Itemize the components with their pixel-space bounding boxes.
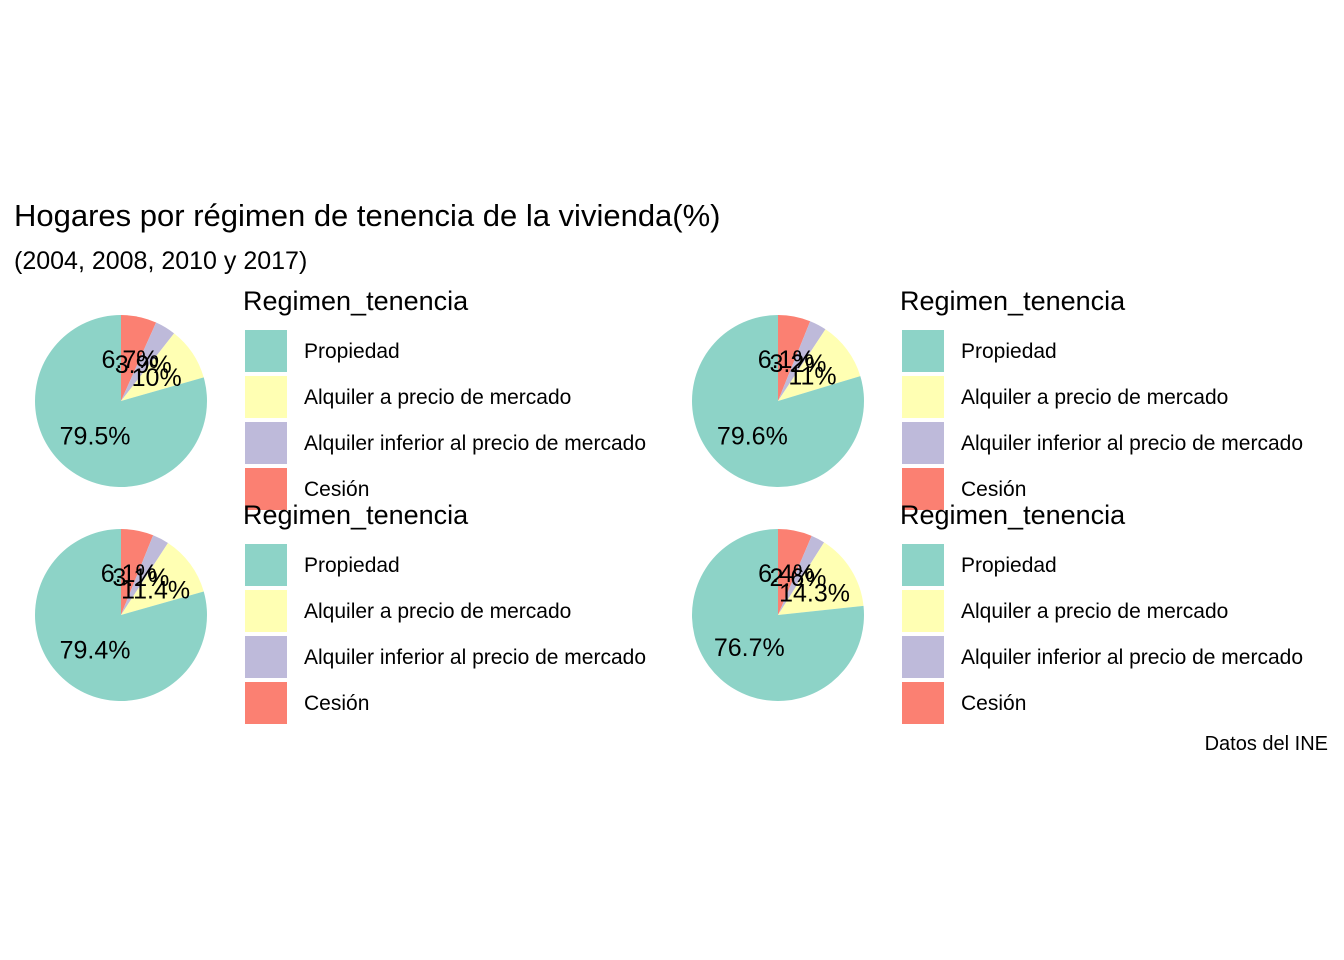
pie-slice-label: 6.4%: [758, 560, 815, 588]
pie-slice-label: 79.4%: [60, 636, 131, 664]
legend-title: Regimen_tenencia: [243, 286, 469, 316]
legend-key-swatch: [902, 590, 944, 632]
pie-slice-cesi-n: [778, 315, 811, 401]
legend-item: Cesión: [900, 682, 1340, 724]
pie-slice-alquiler-inferior-al-precio-de-mercado: [121, 322, 175, 401]
pie-slice-alquiler-a-precio-de-mercado: [778, 542, 864, 615]
legend-title: Regimen_tenencia: [243, 500, 469, 530]
pie-slice-label: 10%: [132, 364, 182, 392]
pie-slice-cesi-n: [121, 529, 154, 615]
legend-item: Cesión: [243, 682, 683, 724]
legend-label: Alquiler inferior al precio de mercado: [304, 646, 646, 669]
pie-chart-1: 6.7%3.9%10% 79.5%: [35, 315, 208, 487]
pie-chart-3: 6.1%3.1%11.4% 79.4%: [34, 529, 207, 701]
legend-key-swatch: [902, 682, 944, 724]
legend-key-swatch: [245, 636, 287, 678]
legend-item: Alquiler a precio de mercado: [900, 376, 1340, 418]
legend-item: Alquiler inferior al precio de mercado: [243, 636, 683, 678]
pie-slice-alquiler-inferior-al-precio-de-mercado: [121, 535, 168, 615]
legend-key-swatch: [902, 422, 944, 464]
legend-item: Alquiler inferior al precio de mercado: [900, 636, 1340, 678]
legend-key-swatch: [245, 544, 287, 586]
legend-item: Propiedad: [900, 330, 1340, 372]
pie-panel-3: 6.1% 3.1% 11.4% 79.4% Regimen_tenencia Propie…: [0, 500, 660, 730]
legend-label: Alquiler a precio de mercado: [961, 600, 1229, 623]
legend-item: Propiedad: [900, 544, 1340, 586]
legend-key-swatch: [245, 376, 287, 418]
legend-item: Propiedad: [243, 330, 683, 372]
chart-subtitle: (2004, 2008, 2010 y 2017): [14, 247, 308, 275]
legend-label: Alquiler inferior al precio de mercado: [961, 646, 1303, 669]
legend-title: Regimen_tenencia: [900, 286, 1126, 316]
pie-slice-label: 6.1%: [758, 346, 815, 374]
legend-item: Alquiler a precio de mercado: [243, 590, 683, 632]
pie-slice-label: 11.4%: [121, 577, 190, 605]
pie-slice-cesi-n: [121, 315, 157, 401]
legend-label: Cesión: [304, 692, 370, 715]
legend-key-swatch: [245, 468, 287, 510]
pie-slice-alquiler-inferior-al-precio-de-mercado: [778, 535, 825, 615]
legend-item: Alquiler a precio de mercado: [900, 590, 1340, 632]
pie-panel-4: 6.4% 2.6% 14.3% 76.7% Regimen_tenencia Propie…: [657, 500, 1317, 730]
pie-panel-1: 6.7% 3.9% 10% 79.5% Regimen_tenencia Propieda…: [0, 286, 660, 516]
legend-label: Alquiler a precio de mercado: [304, 386, 572, 409]
legend-key-swatch: [245, 330, 287, 372]
legend-item: Cesión: [900, 468, 1340, 510]
pie-slice-label: 11%: [788, 362, 836, 390]
legend-title: Regimen_tenencia: [900, 500, 1126, 530]
legend-label: Propiedad: [961, 340, 1057, 363]
legend-key-swatch: [902, 468, 944, 510]
legend-label: Cesión: [961, 692, 1027, 715]
chart-caption: Datos del INE: [1204, 733, 1328, 755]
legend-key-swatch: [245, 590, 287, 632]
legend-label: Propiedad: [304, 554, 400, 577]
legend-key-swatch: [902, 330, 944, 372]
pie-slice-propiedad: [34, 529, 207, 701]
legend-key-swatch: [245, 422, 287, 464]
legend-label: Cesión: [304, 478, 370, 501]
pie-slice-label: 3.9%: [115, 351, 172, 379]
legend-item: Alquiler a precio de mercado: [243, 376, 683, 418]
legend-label: Cesión: [961, 478, 1027, 501]
pie-slice-propiedad: [35, 315, 208, 487]
legend-label: Alquiler inferior al precio de mercado: [304, 432, 646, 455]
pie-slice-label: 79.5%: [60, 422, 131, 450]
legend-item: Propiedad: [243, 544, 683, 586]
legend-label: Alquiler a precio de mercado: [304, 600, 572, 623]
pie-slice-propiedad: [692, 529, 864, 701]
legend-item: Alquiler inferior al precio de mercado: [243, 422, 683, 464]
pie-panel-2: 6.1% 3.2% 11% 79.6% Regimen_tenencia Propieda…: [657, 286, 1317, 516]
legend-label: Alquiler inferior al precio de mercado: [961, 432, 1303, 455]
pie-slice-label: 3.2%: [770, 350, 827, 378]
pie-slice-label: 76.7%: [714, 634, 785, 662]
pie-slice-alquiler-a-precio-de-mercado: [121, 542, 204, 615]
pie-slice-label: 3.1%: [112, 564, 169, 592]
legend-item: Cesión: [243, 468, 683, 510]
pie-slice-cesi-n: [778, 529, 812, 615]
pie-slice-alquiler-a-precio-de-mercado: [121, 333, 204, 401]
pie-slice-label: 6.7%: [101, 346, 158, 374]
pie-slice-alquiler-a-precio-de-mercado: [778, 329, 861, 401]
pie-slice-alquiler-inferior-al-precio-de-mercado: [778, 321, 826, 401]
legend-label: Alquiler a precio de mercado: [961, 386, 1229, 409]
legend-key-swatch: [245, 682, 287, 724]
pie-slice-label: 79.6%: [717, 423, 788, 451]
pie-chart-4: 6.4%2.6%14.3% 76.7%: [692, 529, 864, 701]
pie-chart-2: 6.1%3.2%11% 79.6%: [692, 315, 864, 487]
legend-key-swatch: [902, 544, 944, 586]
legend-label: Propiedad: [304, 340, 400, 363]
pie-slice-label: 6.1%: [101, 560, 158, 588]
legend-key-swatch: [902, 636, 944, 678]
pie-slice-propiedad: [692, 315, 864, 487]
legend-item: Alquiler inferior al precio de mercado: [900, 422, 1340, 464]
pie-slice-label: 14.3%: [779, 579, 850, 607]
legend-key-swatch: [902, 376, 944, 418]
pie-slice-label: 2.6%: [770, 564, 827, 592]
legend-label: Propiedad: [961, 554, 1057, 577]
chart-title: Hogares por régimen de tenencia de la vi…: [14, 198, 721, 233]
